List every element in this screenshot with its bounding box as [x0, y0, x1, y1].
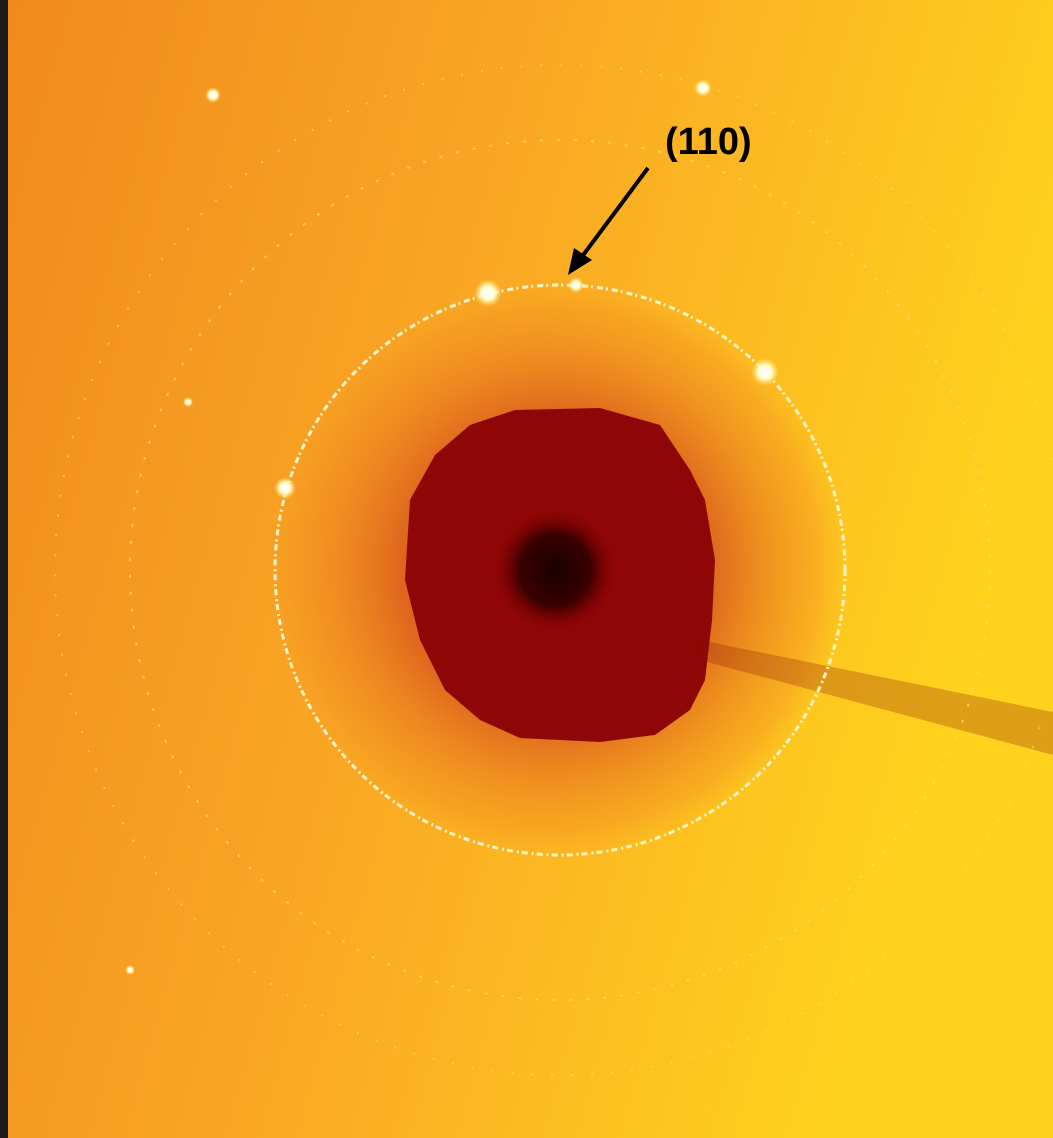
spot	[205, 87, 221, 103]
spot	[751, 358, 779, 386]
spot	[183, 397, 193, 407]
spot	[125, 965, 135, 975]
spot	[694, 79, 712, 97]
annotation-label: (110)	[665, 121, 752, 163]
beam-center	[495, 510, 615, 630]
diffraction-image: (110)	[0, 0, 1053, 1138]
spot	[568, 277, 584, 293]
spot	[474, 279, 502, 307]
page: (110) (() => { const data = JSON.parse(d…	[0, 0, 1053, 1138]
spot	[274, 477, 296, 499]
